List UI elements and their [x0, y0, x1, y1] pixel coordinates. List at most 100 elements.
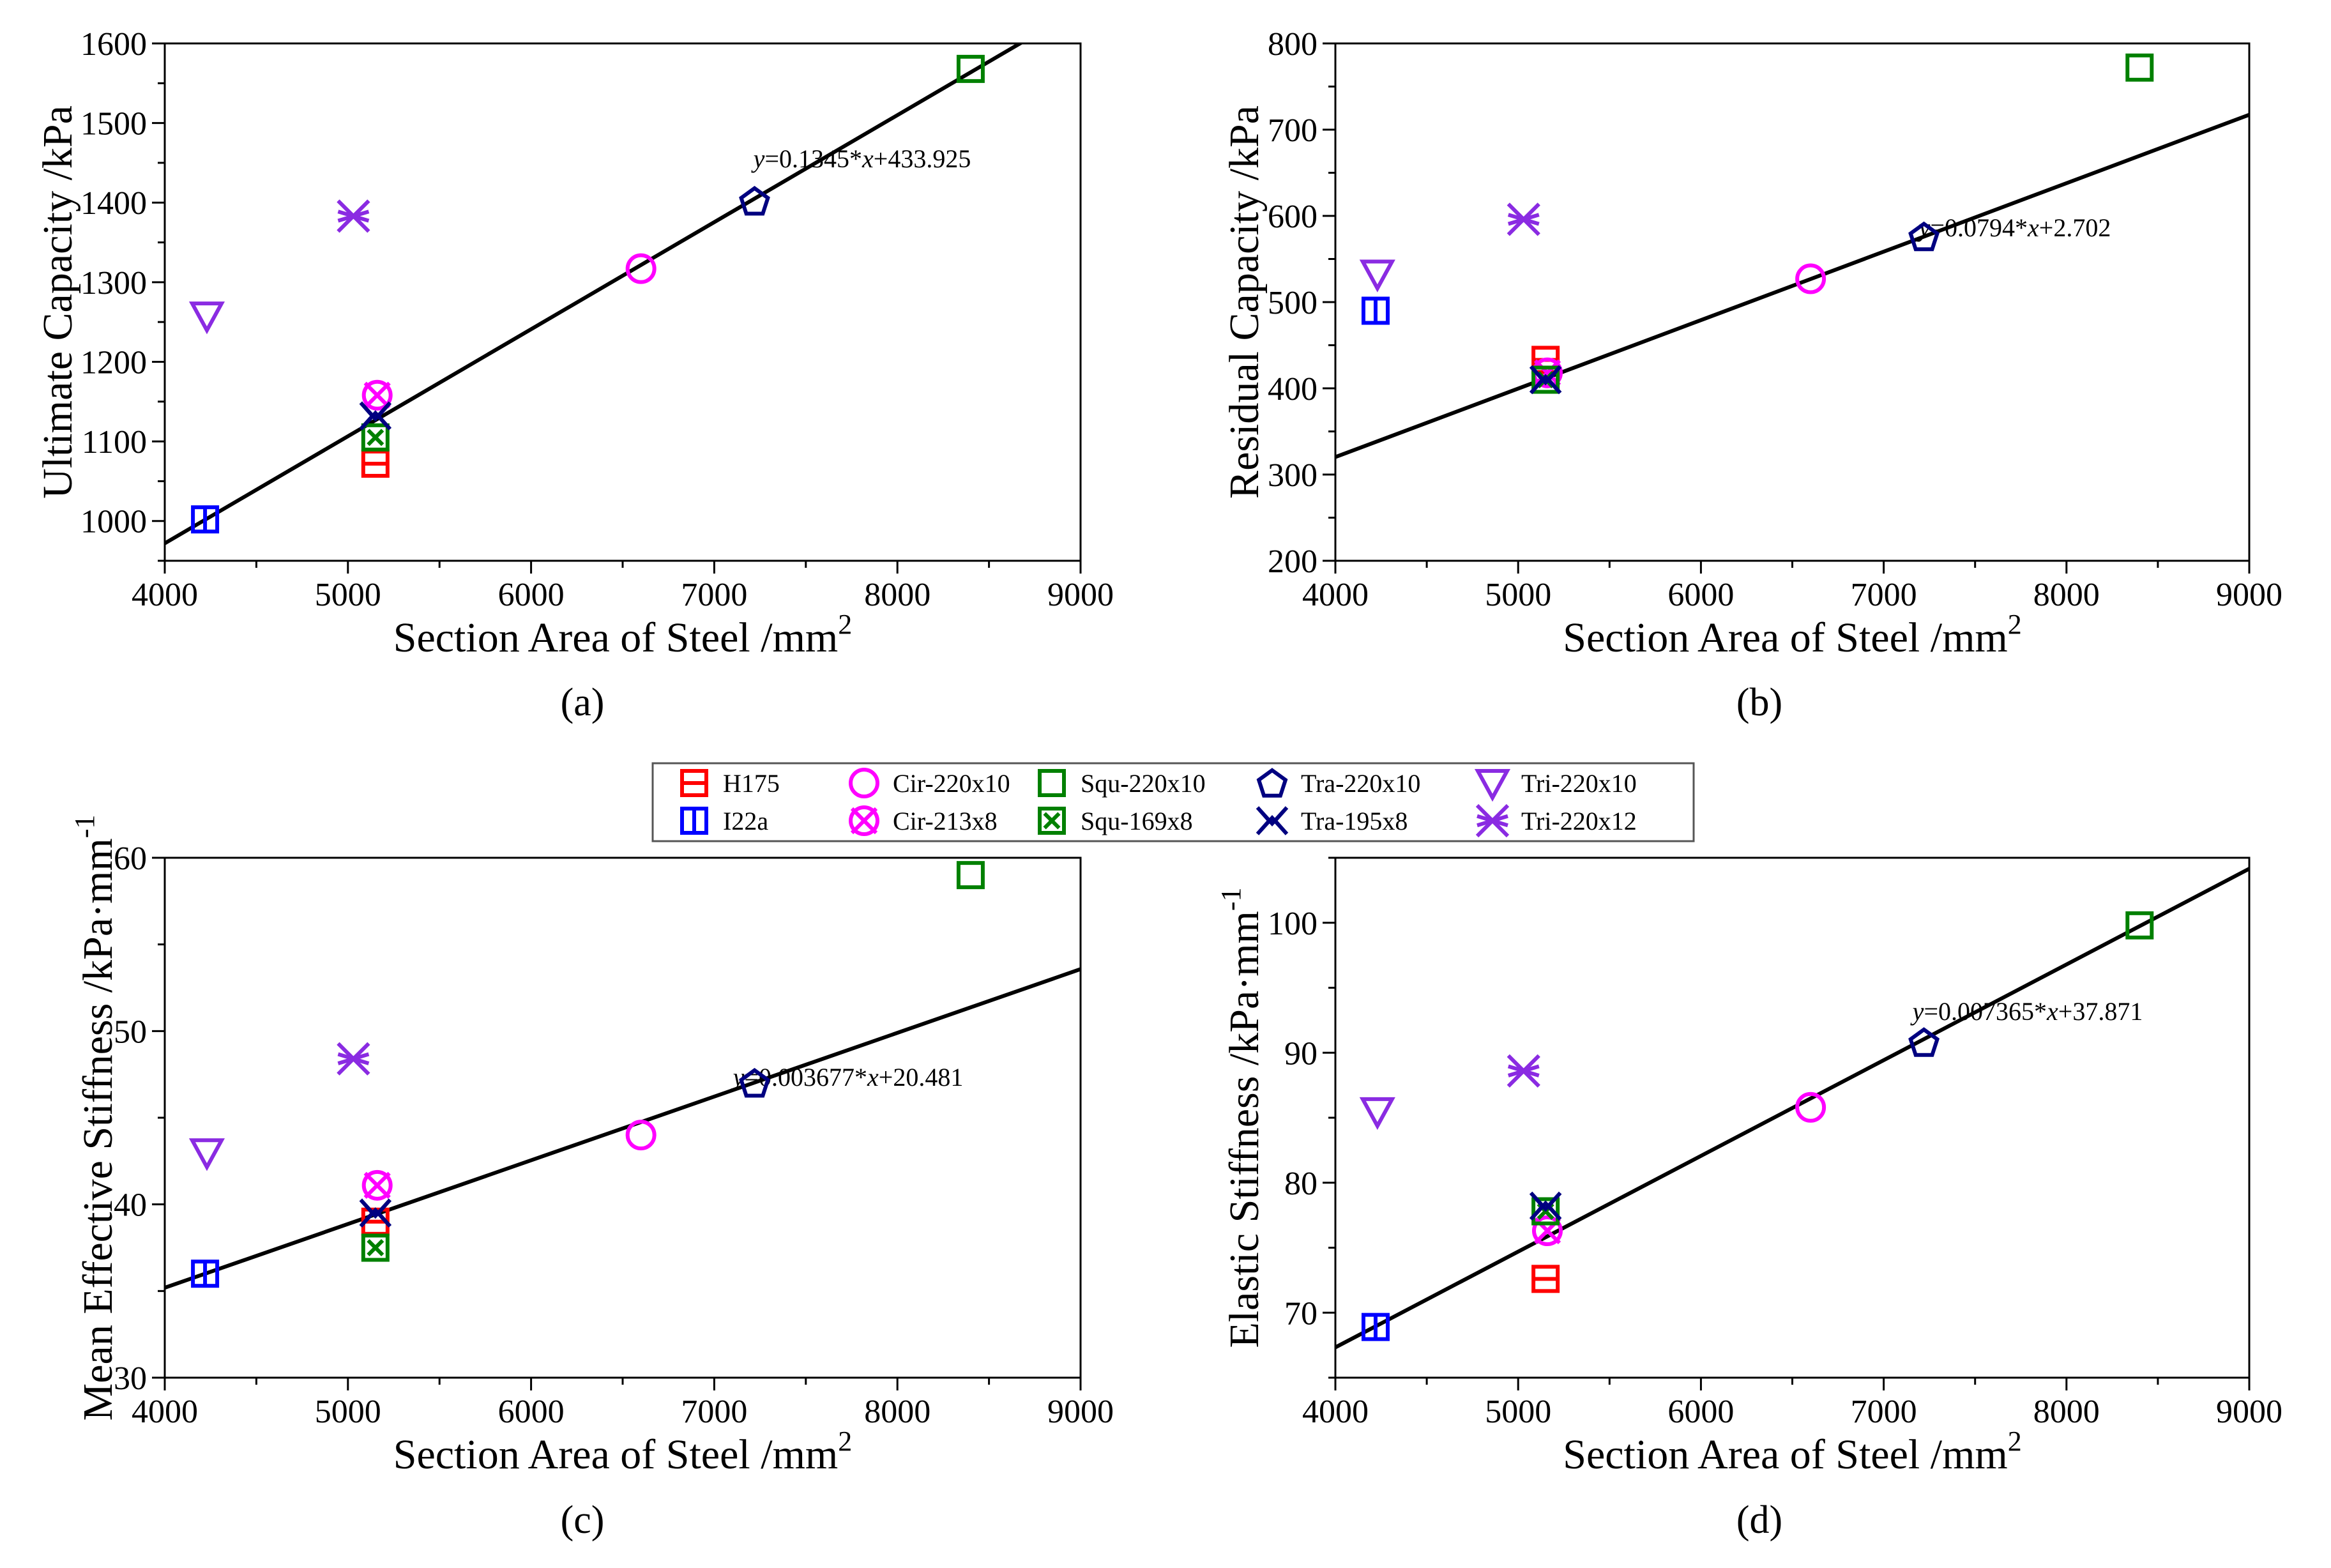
panel-d: 4000 5000 6000 7000 8000 9000 70 80 90 100 Section… [1215, 856, 2282, 1542]
point-i22a [191, 1260, 220, 1288]
marker-outline [739, 186, 770, 216]
marker-outline [1474, 769, 1511, 802]
plot-frame [1334, 856, 2251, 1379]
legend-label: Tri-220x10 [1521, 769, 1637, 798]
point-cir-220x10 [625, 1120, 657, 1151]
point-cir-220x10 [1795, 263, 1826, 294]
x-tick-label: 9000 [1047, 1394, 1114, 1430]
panel-label: (a) [561, 681, 605, 724]
marker-outline [2125, 911, 2154, 940]
point-tra-195x8 [359, 401, 392, 430]
y-tick-label: 50 [114, 1014, 147, 1050]
y-tick-label: 1500 [80, 106, 147, 142]
point-squ-220x10 [2125, 53, 2154, 82]
marker-outline [188, 301, 225, 335]
point-cir-213x8 [361, 379, 393, 411]
marker-outline [1256, 806, 1289, 835]
y-tick-label: 200 [1268, 544, 1317, 580]
marker-outline [956, 861, 985, 890]
legend-item-cir-213x8: Cir-213x8 [849, 805, 998, 836]
marker-outline [1531, 1197, 1560, 1226]
panel-a: 4000 5000 6000 7000 8000 9000 1000 1100 1200 1300… [34, 26, 1114, 724]
point-tri-220x12 [337, 1042, 370, 1076]
fit-equation-part: +20.481 [879, 1063, 964, 1092]
fit-equation-part: =0.1345* [764, 144, 862, 173]
legend-label: H175 [723, 769, 780, 798]
point-tra-220x10 [1908, 221, 1940, 252]
marker-outline [359, 1198, 392, 1228]
point-tra-220x10 [739, 1068, 770, 1098]
fit-equation-part: x [862, 144, 874, 173]
x-tick-label: 9000 [2216, 1394, 2282, 1430]
marker-cross [363, 1171, 391, 1199]
y-tick-label: 40 [114, 1187, 147, 1224]
x-tick-label: 8000 [2033, 1394, 2100, 1430]
point-tra-220x10 [1908, 1027, 1940, 1057]
y-axis-label: Elastic Stiffness /kPa·mm-1 [1215, 887, 1268, 1348]
marker-outline [956, 54, 985, 83]
legend-item-tri-220x12: Tri-220x12 [1475, 803, 1637, 838]
legend-label: I22a [723, 807, 768, 835]
fit-equation: y=0.0794*x+2.702 [1917, 213, 2111, 242]
panel-label: (c) [561, 1498, 605, 1542]
x-tick-label: 4000 [1302, 1394, 1369, 1430]
point-tri-220x10 [1359, 259, 1395, 293]
point-squ-220x10 [2125, 911, 2154, 940]
marker-outline [1359, 259, 1395, 293]
plot-frame [163, 856, 1082, 1379]
marker-outline [1908, 221, 1940, 252]
marker-outline [361, 1233, 390, 1262]
point-squ-220x10 [956, 861, 985, 890]
marker-outline [2125, 53, 2154, 82]
x-axis-label-superscript: 2 [2008, 1426, 2022, 1457]
y-tick-label: 70 [1284, 1295, 1317, 1332]
x-tick-label: 6000 [1667, 1394, 1734, 1430]
fit-equation-part: y [1910, 997, 1924, 1026]
fit-line [1335, 867, 2249, 1350]
point-squ-169x8 [361, 423, 390, 452]
x-axis-label-superscript: 2 [2008, 609, 2022, 640]
fit-line [165, 43, 1024, 545]
y-tick-label: 500 [1268, 285, 1317, 321]
x-tick-label: 5000 [1485, 1394, 1551, 1430]
marker-outline [849, 768, 879, 798]
point-tra-220x10 [739, 186, 770, 216]
marker-outline [361, 1169, 393, 1201]
marker-outline [849, 805, 879, 836]
plot-frame [163, 42, 1082, 562]
y-tick-label: 1200 [80, 344, 147, 381]
x-tick-label: 4000 [1302, 577, 1369, 613]
point-tri-220x12 [337, 199, 370, 233]
fit-equation-part: x [2046, 997, 2058, 1026]
x-tick-label: 5000 [1485, 577, 1551, 613]
legend-marker-tra-220x10 [1256, 768, 1288, 798]
y-axis-label-superscript: -1 [1215, 887, 1247, 911]
point-cir-220x10 [625, 253, 657, 284]
legend-label: Squ-220x10 [1081, 769, 1206, 798]
marker-outline [1256, 768, 1288, 798]
legend-marker-squ-220x10 [1038, 769, 1066, 797]
point-h175 [361, 449, 390, 478]
point-i22a [191, 505, 220, 534]
x-tick-label: 7000 [1851, 1394, 1917, 1430]
legend-item-tri-220x10: Tri-220x10 [1474, 769, 1637, 802]
marker-outline [361, 423, 390, 452]
marker-arm [337, 1052, 370, 1065]
point-h175 [1531, 1265, 1560, 1293]
marker-outline [1908, 1027, 1940, 1057]
fit-line [1335, 112, 2249, 459]
y-tick-label: 30 [114, 1360, 147, 1397]
marker-outline [1359, 1097, 1395, 1130]
y-axis-label-superscript: -1 [69, 815, 100, 839]
legend-item-tra-220x10: Tra-220x10 [1256, 768, 1420, 798]
x-tick-label: 9000 [1047, 577, 1114, 613]
y-axis-label: Residual Capacity /kPa [1221, 105, 1268, 499]
legend-marker-tra-195x8 [1256, 806, 1289, 835]
legend-item-h175: H175 [680, 769, 780, 798]
x-tick-label: 4000 [132, 1394, 198, 1430]
point-squ-220x10 [956, 54, 985, 83]
fit-equation: y=0.1345*x+433.925 [751, 144, 971, 173]
legend-marker-tri-220x10 [1474, 769, 1511, 802]
y-tick-label: 700 [1268, 112, 1317, 149]
